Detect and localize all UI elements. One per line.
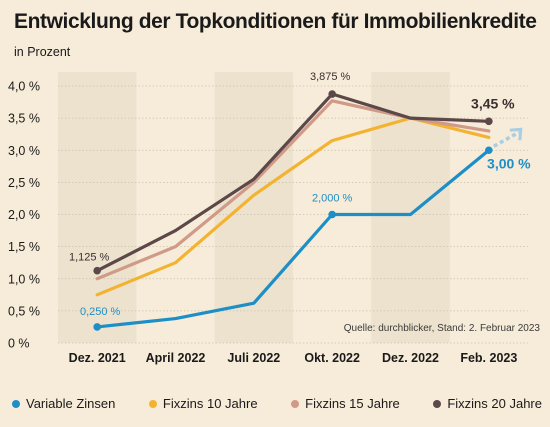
data-label: 2,000 % — [312, 193, 353, 205]
legend-swatch — [148, 399, 157, 408]
data-point-marker — [93, 266, 101, 275]
x-tick-label: Feb. 2023 — [460, 351, 517, 365]
legend-label: Fixzins 20 Jahre — [447, 396, 542, 411]
data-point-marker — [485, 146, 493, 155]
data-label: 1,125 % — [69, 252, 110, 264]
legend-item: Fixzins 10 Jahre — [148, 396, 258, 411]
y-tick-label: 3,0 % — [8, 144, 40, 158]
y-tick-label: 2,0 % — [8, 208, 40, 222]
data-label: 3,875 % — [310, 71, 351, 83]
x-tick-label: April 2022 — [146, 351, 206, 365]
data-label: 0,250 % — [80, 306, 121, 318]
y-tick-label: 1,5 % — [8, 240, 40, 254]
column-band — [214, 72, 293, 343]
legend-item: Variable Zinsen — [12, 396, 115, 411]
legend-label: Fixzins 10 Jahre — [162, 396, 258, 411]
y-tick-label: 3,5 % — [8, 112, 40, 126]
legend-swatch — [291, 399, 300, 408]
y-tick-label: 1,0 % — [8, 272, 40, 286]
series-line-variable-zinsen — [95, 148, 491, 329]
x-tick-label: Dez. 2022 — [382, 351, 439, 365]
legend-item: Fixzins 15 Jahre — [291, 396, 400, 411]
legend-label: Fixzins 15 Jahre — [305, 396, 400, 411]
x-tick-label: Dez. 2021 — [69, 351, 126, 365]
legend-item: Fixzins 20 Jahre — [433, 396, 542, 411]
x-tick-label: Juli 2022 — [227, 351, 280, 365]
data-point-marker — [328, 90, 336, 98]
series-line-fixzins-15-jahre — [95, 99, 491, 281]
projection-arrow-line — [492, 130, 520, 148]
chart-title: Entwicklung der Topkonditionen für Immob… — [14, 10, 537, 33]
data-point-marker — [328, 210, 336, 219]
data-point-marker — [93, 323, 101, 331]
data-point-marker — [485, 117, 493, 126]
y-tick-label: 4,0 % — [8, 80, 40, 94]
y-tick-label: 2,5 % — [8, 176, 40, 190]
y-tick-label: 0 % — [8, 337, 30, 351]
y-tick-label: 0,5 % — [8, 304, 40, 318]
legend-swatch — [12, 399, 20, 408]
projection-arrow-head — [509, 127, 523, 141]
data-label: 3,00 % — [487, 155, 531, 171]
data-label: 3,45 % — [471, 95, 515, 111]
chart-subtitle: in Prozent — [14, 45, 71, 59]
x-tick-label: Okt. 2022 — [304, 351, 360, 365]
legend-swatch — [433, 399, 442, 408]
source-note: Quelle: durchblicker, Stand: 2. Februar … — [344, 323, 541, 334]
legend-label: Variable Zinsen — [26, 396, 116, 411]
chart-legend: Variable Zinsen Fixzins 10 Jahre Fixzins 1… — [12, 396, 542, 411]
series-line-fixzins-20-jahre — [95, 92, 491, 273]
column-band — [58, 72, 137, 343]
